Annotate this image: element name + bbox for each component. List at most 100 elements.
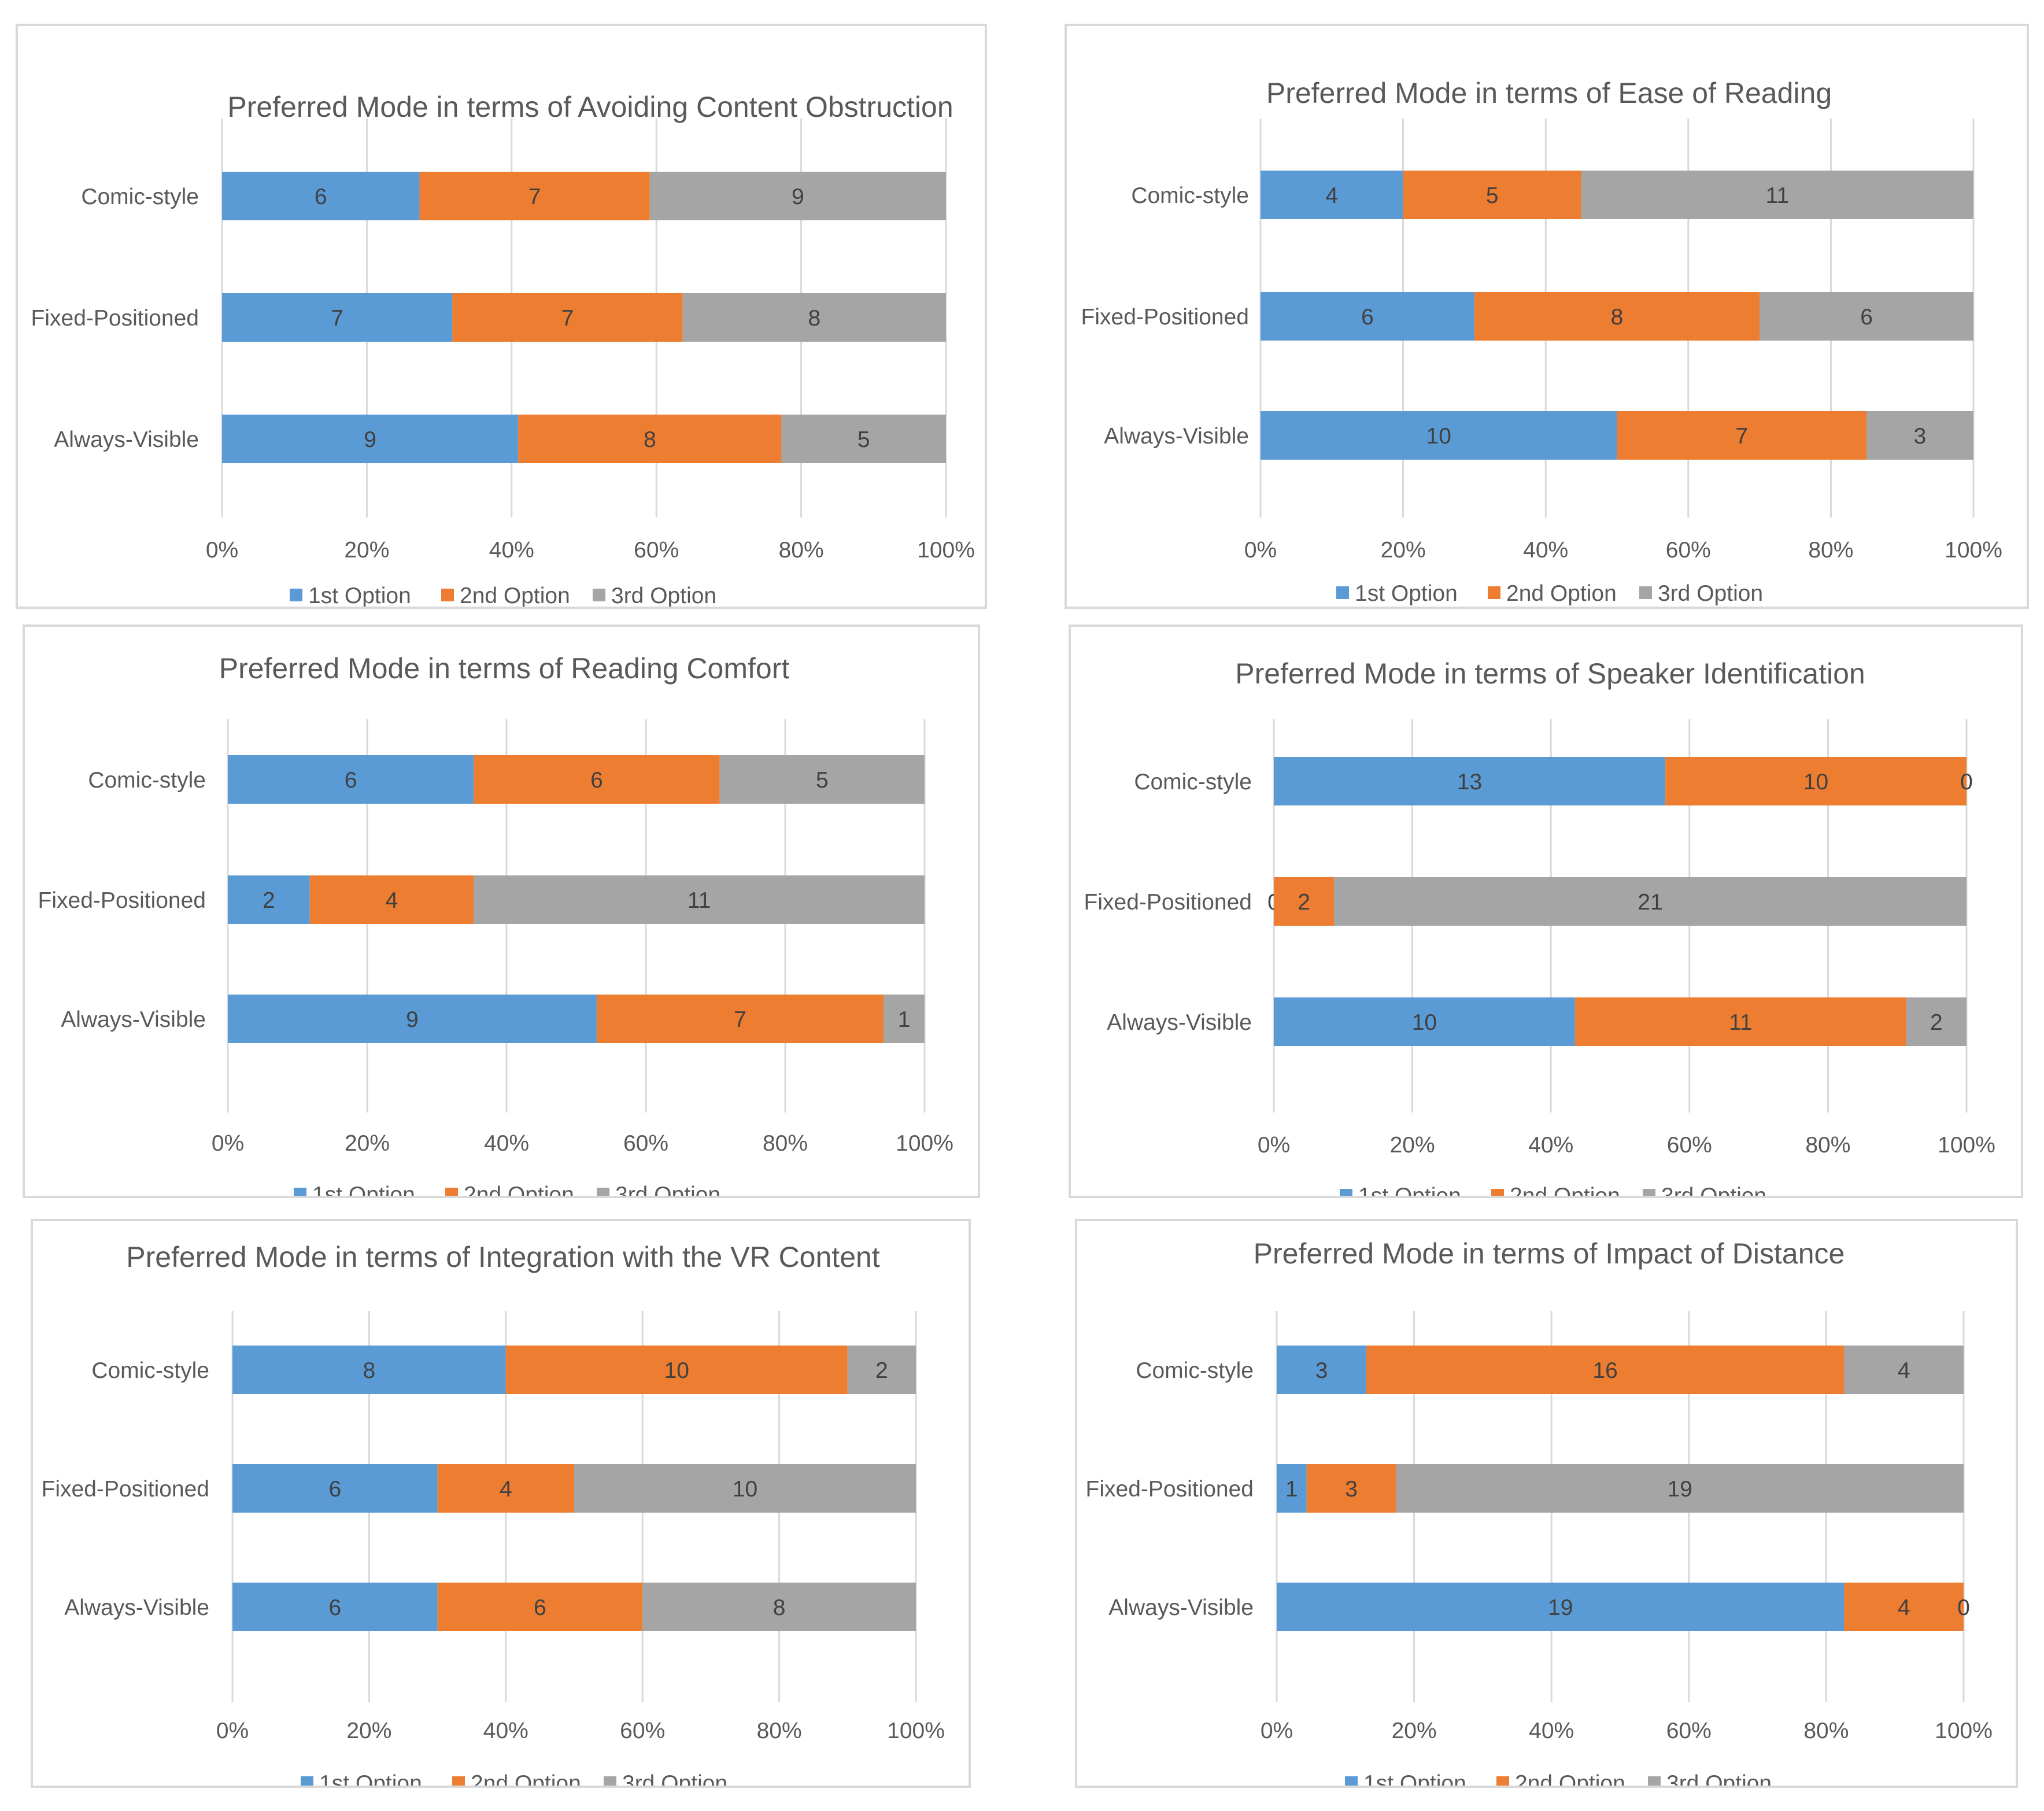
bar-segment-fixed-positioned-1st-option — [228, 875, 310, 924]
bar-segment-always-visible-3rd-option — [781, 415, 946, 463]
legend-swatch-3rd-option — [604, 1776, 616, 1786]
category-label-comic-style: Comic-style — [1134, 770, 1252, 794]
data-label: 8 — [644, 427, 656, 452]
x-tick-label: 80% — [757, 1718, 802, 1743]
bar-segment-always-visible-2nd-option — [596, 995, 884, 1043]
data-label: 5 — [1486, 183, 1499, 208]
data-label: 10 — [664, 1358, 689, 1383]
bar-segment-always-visible-3rd-option — [1866, 411, 1973, 460]
legend-swatch-2nd-option — [1488, 586, 1500, 599]
data-label: 9 — [406, 1007, 419, 1032]
chart-title: Preferred Mode in terms of Ease of Readi… — [1266, 77, 1832, 109]
legend-label-2nd-option: 2nd Option — [460, 583, 570, 607]
x-tick-label: 60% — [1666, 1718, 1712, 1743]
data-label: 11 — [1766, 183, 1790, 208]
data-label: 21 — [1638, 890, 1662, 915]
category-label-always-visible: Always-Visible — [64, 1595, 209, 1620]
data-label: 6 — [534, 1595, 546, 1620]
x-tick-label: 100% — [1945, 538, 2002, 563]
chart-panel-integration-vr-content: Preferred Mode in terms of Integration w… — [31, 1219, 971, 1788]
x-tick-label: 60% — [1667, 1133, 1712, 1158]
bar-segment-always-visible-1st-option — [232, 1583, 438, 1631]
chart-svg: Preferred Mode in terms of Speaker Ident… — [1084, 657, 1995, 1196]
category-label-always-visible: Always-Visible — [1108, 1595, 1254, 1620]
data-label: 13 — [1457, 770, 1482, 794]
bar-segment-always-visible-1st-option — [228, 995, 597, 1043]
x-tick-label: 80% — [779, 538, 824, 563]
bar-segment-always-visible-1st-option — [1274, 997, 1575, 1046]
x-tick-label: 0% — [1258, 1133, 1290, 1158]
data-label: 4 — [1325, 183, 1338, 208]
x-tick-label: 80% — [1805, 1133, 1850, 1158]
x-tick-label: 20% — [1381, 538, 1426, 563]
bar-segment-comic-style-1st-option — [1277, 1346, 1366, 1394]
bar-segment-comic-style-1st-option — [222, 172, 420, 220]
chart-panel-speaker-identification: Preferred Mode in terms of Speaker Ident… — [1069, 624, 2023, 1198]
bar-segment-always-visible-2nd-option — [518, 415, 782, 463]
data-label: 8 — [1611, 305, 1624, 330]
category-label-always-visible: Always-Visible — [1104, 424, 1249, 449]
data-label: 6 — [345, 768, 357, 793]
bar-segment-always-visible-2nd-option — [437, 1583, 643, 1631]
category-label-fixed-positioned: Fixed-Positioned — [1086, 1477, 1254, 1502]
data-label: 1 — [898, 1007, 911, 1032]
bar-segment-comic-style-2nd-option — [505, 1346, 848, 1394]
x-tick-label: 40% — [484, 1131, 529, 1156]
x-tick-label: 100% — [1935, 1718, 1993, 1743]
legend-label-1st-option: 1st Option — [312, 1182, 415, 1196]
category-label-always-visible: Always-Visible — [61, 1007, 206, 1032]
x-tick-label: 80% — [1808, 538, 1853, 563]
category-label-comic-style: Comic-style — [91, 1358, 209, 1383]
bar-segment-fixed-positioned-3rd-option — [1760, 292, 1973, 341]
data-label: 6 — [315, 184, 327, 209]
data-label: 4 — [1898, 1595, 1910, 1620]
data-label: 10 — [1803, 770, 1828, 794]
x-tick-label: 60% — [1666, 538, 1711, 563]
legend-swatch-3rd-option — [1643, 1189, 1655, 1196]
data-label: 4 — [386, 888, 398, 913]
bar-segment-fixed-positioned-2nd-option — [309, 875, 474, 924]
legend-label-1st-option: 1st Option — [1358, 1184, 1461, 1196]
bar-segment-fixed-positioned-3rd-option — [474, 875, 925, 924]
bar-segment-fixed-positioned-3rd-option — [1396, 1464, 1964, 1513]
legend-swatch-3rd-option — [593, 589, 605, 601]
category-label-fixed-positioned: Fixed-Positioned — [1084, 890, 1252, 915]
data-label: 6 — [328, 1477, 341, 1502]
legend-swatch-3rd-option — [1639, 586, 1652, 599]
legend-swatch-1st-option — [1340, 1189, 1352, 1196]
legend-label-3rd-option: 3rd Option — [1666, 1771, 1772, 1786]
legend-swatch-1st-option — [301, 1776, 313, 1786]
data-label: 7 — [561, 306, 574, 331]
bar-segment-comic-style-1st-option — [1261, 171, 1403, 219]
legend-label-2nd-option: 2nd Option — [471, 1771, 581, 1786]
category-label-always-visible: Always-Visible — [54, 427, 199, 452]
legend-label-3rd-option: 3rd Option — [1661, 1184, 1766, 1196]
bar-segment-comic-style-3rd-option — [1581, 171, 1973, 219]
x-tick-label: 20% — [1392, 1718, 1437, 1743]
bar-segment-comic-style-3rd-option — [649, 172, 946, 220]
bar-segment-fixed-positioned-3rd-option — [574, 1464, 916, 1513]
x-tick-label: 20% — [1390, 1133, 1435, 1158]
x-tick-label: 20% — [344, 538, 389, 563]
legend-swatch-1st-option — [290, 589, 302, 601]
x-tick-label: 20% — [345, 1131, 390, 1156]
data-label: 3 — [1914, 424, 1927, 449]
category-label-fixed-positioned: Fixed-Positioned — [31, 306, 199, 331]
bar-segment-fixed-positioned-3rd-option — [682, 293, 946, 342]
category-label-always-visible: Always-Visible — [1107, 1010, 1252, 1035]
data-label: 7 — [528, 184, 541, 209]
bar-segment-comic-style-1st-option — [232, 1346, 506, 1394]
bar-segment-always-visible-3rd-option — [1906, 997, 1967, 1046]
chart-svg: Preferred Mode in terms of Integration w… — [42, 1241, 945, 1786]
chart-panel-ease-of-reading: Preferred Mode in terms of Ease of Readi… — [1064, 24, 2029, 609]
x-tick-label: 0% — [206, 538, 238, 563]
bar-segment-fixed-positioned-2nd-option — [452, 293, 683, 342]
chart-title: Preferred Mode in terms of Impact of Dis… — [1254, 1237, 1845, 1270]
legend-swatch-2nd-option — [441, 589, 454, 601]
legend-label-3rd-option: 3rd Option — [611, 583, 716, 607]
data-label: 4 — [500, 1477, 512, 1502]
x-tick-label: 100% — [1938, 1133, 1995, 1158]
data-label: 8 — [773, 1595, 786, 1620]
legend-label-2nd-option: 2nd Option — [1506, 581, 1617, 606]
x-tick-label: 80% — [763, 1131, 808, 1156]
